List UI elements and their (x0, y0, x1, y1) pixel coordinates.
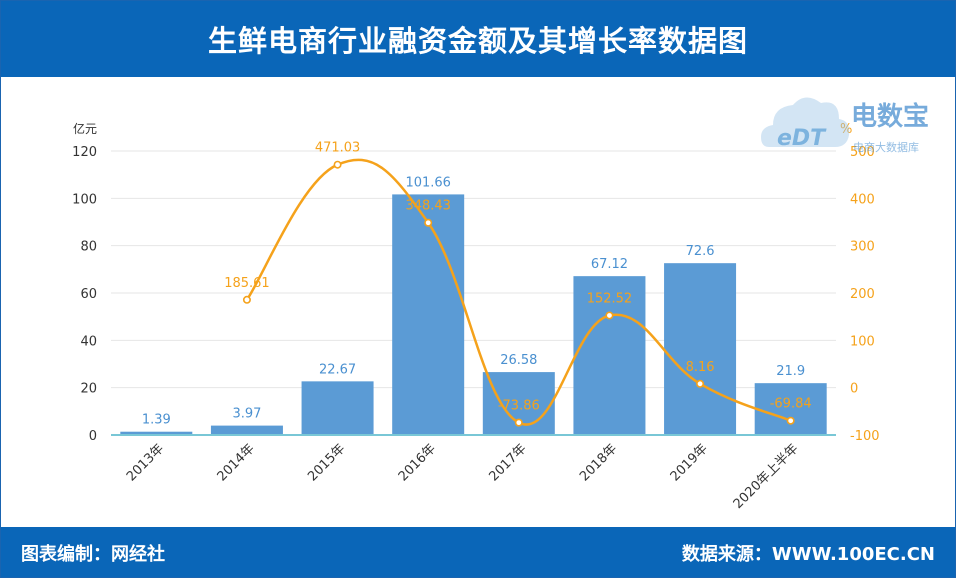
bar-value-label: 67.12 (591, 257, 628, 272)
growth-value-label: 152.52 (587, 291, 633, 306)
bar-value-label: 22.67 (319, 362, 356, 377)
y-right-tick-label: 300 (850, 240, 875, 255)
bar-value-label: 3.97 (232, 407, 261, 422)
bar (392, 194, 465, 435)
growth-point (514, 418, 523, 427)
cloud-icon (761, 97, 850, 147)
y-left-tick-label: 0 (89, 429, 97, 444)
growth-value-label: 471.03 (315, 141, 361, 156)
growth-value-label: -69.84 (770, 397, 812, 412)
bar (120, 431, 193, 435)
y-left-tick-label: 100 (72, 192, 97, 207)
y-right-tick-label: -100 (850, 429, 880, 444)
y-left-tick-label: 120 (72, 145, 97, 160)
x-tick-label: 2017年 (486, 441, 529, 484)
watermark-logo: eDT 电数宝 电商大数据库 (759, 89, 955, 161)
growth-value-label: -73.86 (498, 399, 540, 414)
bar-series (120, 194, 827, 435)
y-right-unit: % (840, 122, 852, 137)
x-tick-label: 2015年 (305, 441, 348, 484)
watermark-tagline: 电商大数据库 (853, 140, 919, 154)
chart-title: 生鲜电商行业融资金额及其增长率数据图 (207, 24, 748, 58)
growth-point (605, 311, 614, 320)
y-left-tick-label: 20 (80, 382, 97, 397)
bar (664, 263, 737, 435)
x-tick-label: 2016年 (396, 441, 439, 484)
data-labels: 1.39 3.97 22.67 101.66 26.58 67.12 72.6 21.9 185… (142, 141, 812, 428)
footer-compiler: 图表编制：网经社 (21, 544, 165, 565)
y-right-tick-label: 200 (850, 287, 875, 302)
y-right-tick-label: 100 (850, 334, 875, 349)
footer-source: 数据来源：WWW.100EC.CN (681, 544, 935, 565)
growth-point (424, 218, 433, 227)
growth-point (696, 379, 705, 388)
growth-line-series (242, 158, 795, 427)
x-tick-label: 2013年 (124, 441, 167, 484)
watermark-brand: 电数宝 (851, 101, 929, 132)
bar-value-label: 101.66 (405, 175, 451, 190)
growth-value-label: 185.61 (224, 276, 270, 291)
bar (301, 381, 374, 435)
y-left-tick-label: 60 (80, 287, 97, 302)
growth-point (333, 160, 342, 169)
footer-bar: 图表编制：网经社 数据来源：WWW.100EC.CN (1, 527, 955, 577)
y-right-tick-label: 400 (850, 192, 875, 207)
axes: 0 20 40 60 80 100 120 -100 0 100 200 300 400 500 亿元% 20… (72, 121, 879, 512)
x-tick-label: 2014年 (215, 441, 258, 484)
growth-point (242, 295, 251, 304)
y-left-tick-label: 80 (80, 240, 97, 255)
growth-point (786, 416, 795, 425)
bar (754, 383, 827, 435)
growth-value-label: 8.16 (686, 360, 715, 375)
title-bar: 生鲜电商行业融资金额及其增长率数据图 (1, 1, 955, 77)
y-right-tick-label: 0 (850, 382, 858, 397)
y-left-tick-label: 40 (80, 334, 97, 349)
x-tick-label: 2020年上半年 (731, 441, 802, 512)
growth-value-label: 348.43 (405, 199, 451, 214)
bar-value-label: 1.39 (142, 413, 171, 428)
chart-canvas: 1.39 3.97 22.67 101.66 26.58 67.12 72.6 21.9 185… (72, 121, 879, 512)
bar-value-label: 21.9 (776, 364, 805, 379)
bar (210, 425, 283, 435)
bar-value-label: 72.6 (686, 244, 715, 259)
x-tick-label: 2018年 (577, 441, 620, 484)
watermark-logo-text: eDT (777, 126, 827, 151)
bar (573, 276, 646, 435)
y-left-unit: 亿元 (73, 121, 97, 136)
y-right-tick-label: 500 (850, 145, 875, 160)
x-tick-label: 2019年 (668, 441, 711, 484)
bar-value-label: 26.58 (500, 353, 537, 368)
